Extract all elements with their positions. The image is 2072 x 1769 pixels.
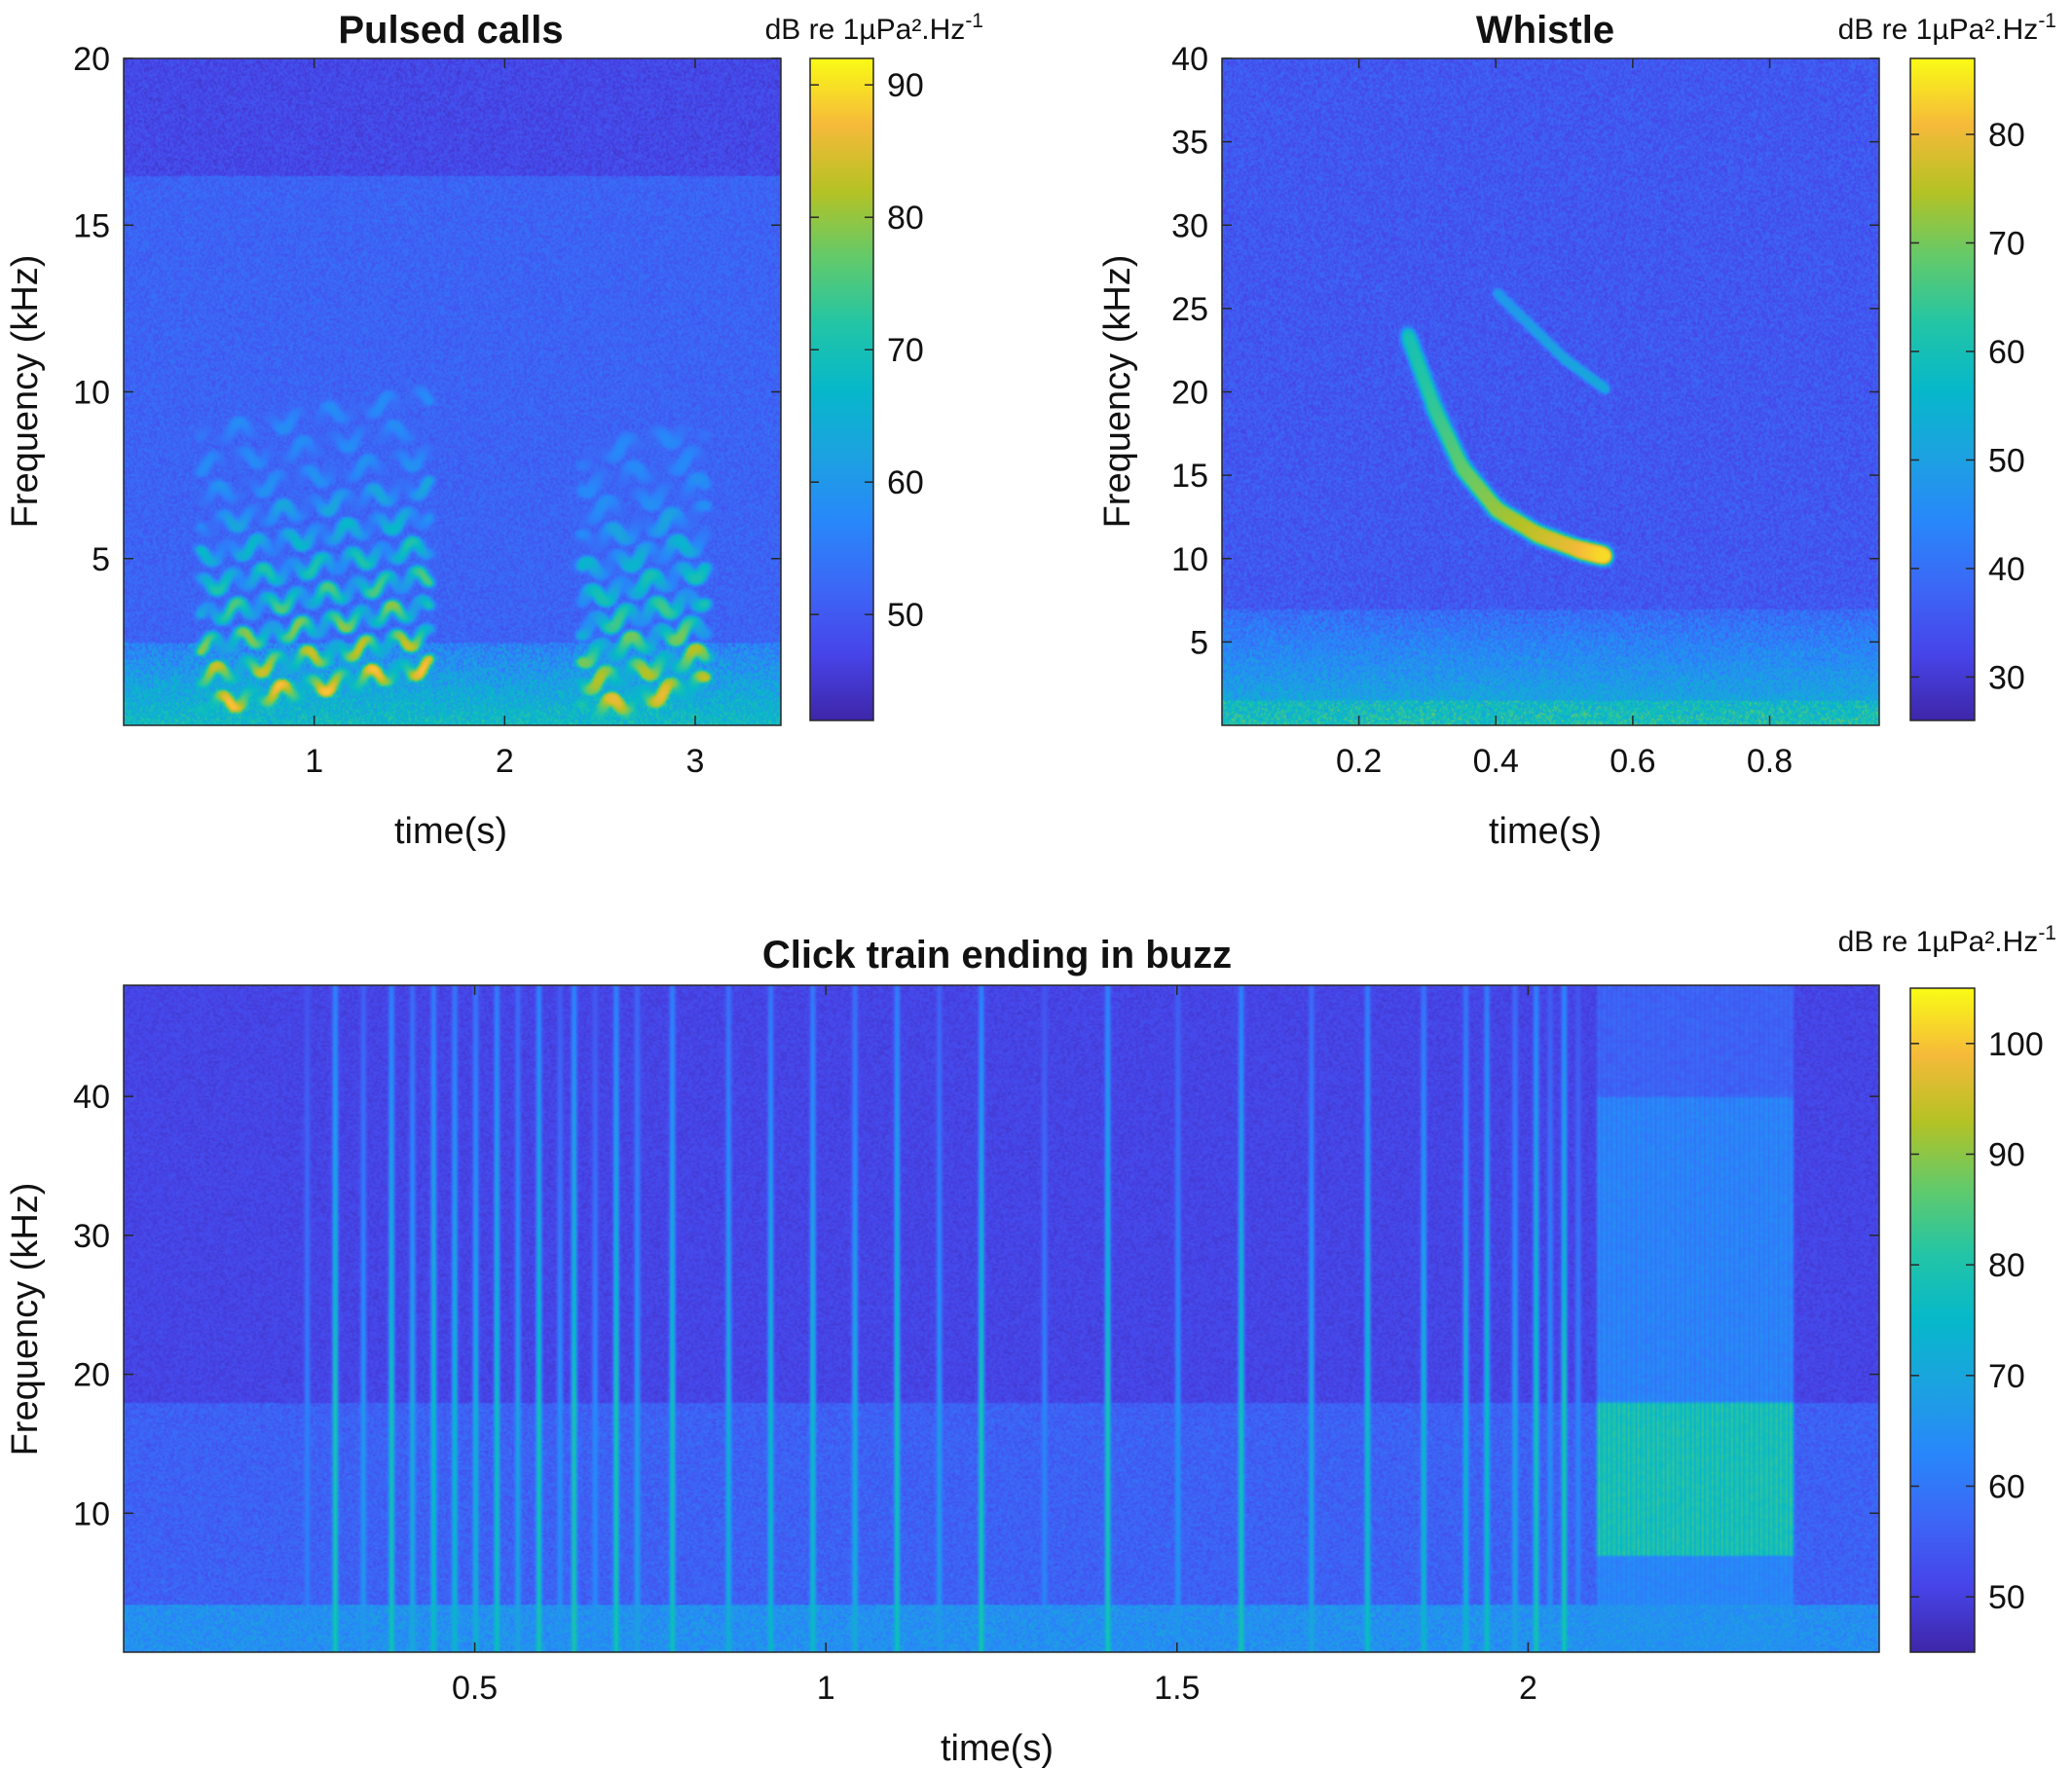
x-axis-label: time(s) [1489, 811, 1602, 852]
y-axis-label: Frequency (kHz) [1097, 255, 1138, 529]
y-tick-label: 40 [1171, 41, 1208, 78]
x-tick-label: 0.8 [1747, 743, 1793, 780]
x-tick-label: 0.4 [1473, 743, 1519, 780]
colorbar-tick-label: 60 [1988, 1469, 2025, 1506]
colorbar-label-main: dB re 1µPa².Hz [1838, 14, 2039, 46]
x-tick-label: 0.6 [1610, 743, 1655, 780]
colorbar-tick-label: 80 [887, 200, 924, 237]
panel-click-train: Click train ending in buzz 0.5 1 1.5 2 10 20… [5, 922, 2056, 1769]
y-tick-label: 25 [1171, 291, 1208, 328]
colorbar-label-main: dB re 1µPa².Hz [1838, 926, 2039, 958]
y-tick-label: 10 [73, 375, 110, 412]
colorbar-label: dB re 1µPa².Hz-1 [1838, 922, 2056, 958]
colorbar [1909, 987, 1976, 1653]
y-tick-label: 5 [1190, 624, 1208, 661]
y-ticks: 10 20 30 40 [73, 1079, 1879, 1532]
x-tick-label: 0.5 [452, 1670, 498, 1707]
x-axis-label: time(s) [941, 1728, 1054, 1769]
chart-title: Whistle [1476, 9, 1614, 52]
colorbar-tick-label: 70 [887, 332, 924, 369]
panel-pulsed-calls: Pulsed calls 1 2 3 5 10 15 20 time(s) Frequen… [5, 9, 983, 852]
x-tick-label: 0.2 [1336, 743, 1382, 780]
y-axis-label: Frequency (kHz) [5, 1183, 46, 1456]
colorbar-tick-label: 80 [1988, 117, 2025, 154]
colorbar-label-main: dB re 1µPa².Hz [765, 14, 966, 46]
colorbar-tick-label: 90 [887, 67, 924, 104]
colorbar [809, 57, 874, 721]
spectrogram-image [1222, 58, 1879, 725]
colorbar-tick-label: 50 [1988, 442, 2025, 479]
colorbar-label: dB re 1µPa².Hz-1 [765, 10, 983, 46]
x-tick-label: 1.5 [1154, 1670, 1200, 1707]
spectrogram-image [124, 58, 781, 725]
colorbar-tick-label: 70 [1988, 1358, 2025, 1395]
x-tick-label: 2 [496, 743, 514, 780]
y-tick-label: 35 [1171, 125, 1208, 162]
x-ticks: 0.2 0.4 0.6 0.8 [1336, 58, 1793, 780]
y-tick-label: 15 [1171, 458, 1208, 495]
y-tick-label: 30 [73, 1218, 110, 1255]
colorbar-tick-label: 90 [1988, 1137, 2025, 1174]
y-tick-label: 10 [73, 1495, 110, 1532]
colorbar-label: dB re 1µPa².Hz-1 [1838, 10, 2056, 46]
x-tick-label: 1 [305, 743, 323, 780]
y-ticks: 5 10 15 20 [73, 41, 781, 578]
chart-title: Pulsed calls [338, 9, 563, 52]
colorbar-ticks: 30 40 50 60 70 80 [1910, 117, 2025, 696]
x-tick-label: 1 [817, 1670, 835, 1707]
y-tick-label: 20 [73, 41, 110, 78]
x-tick-label: 2 [1519, 1670, 1537, 1707]
colorbar-label-exp: -1 [2038, 922, 2056, 944]
spectrogram-image [124, 985, 1879, 1652]
colorbar-tick-label: 40 [1988, 551, 2025, 588]
panel-whistle: Whistle 0.2 0.4 0.6 0.8 5 10 15 20 25 30 35 40 tim… [1097, 9, 2056, 852]
colorbar [1909, 57, 1976, 721]
colorbar-label-exp: -1 [965, 10, 983, 32]
colorbar-tick-label: 60 [1988, 334, 2025, 371]
colorbar-tick-label: 100 [1988, 1026, 2044, 1063]
chart-title: Click train ending in buzz [762, 934, 1232, 977]
x-axis-label: time(s) [394, 811, 507, 852]
y-axis-label: Frequency (kHz) [5, 255, 46, 529]
y-tick-label: 30 [1171, 207, 1208, 244]
colorbar-tick-label: 50 [887, 597, 924, 634]
x-tick-label: 3 [685, 743, 704, 780]
colorbar-tick-label: 50 [1988, 1579, 2025, 1616]
plot-frame [123, 984, 1880, 1653]
x-ticks: 1 2 3 [305, 58, 704, 780]
y-tick-label: 40 [73, 1079, 110, 1116]
colorbar-tick-label: 80 [1988, 1247, 2025, 1284]
colorbar-tick-label: 60 [887, 464, 924, 501]
colorbar-tick-label: 30 [1988, 659, 2025, 696]
colorbar-label-exp: -1 [2038, 10, 2056, 32]
colorbar-ticks: 50 60 70 80 90 [810, 67, 924, 634]
y-tick-label: 10 [1171, 541, 1208, 578]
y-tick-label: 20 [73, 1357, 110, 1394]
y-tick-label: 20 [1171, 375, 1208, 412]
y-tick-label: 5 [92, 541, 110, 578]
colorbar-tick-label: 70 [1988, 226, 2025, 263]
x-ticks: 0.5 1 1.5 2 [452, 985, 1537, 1707]
y-tick-label: 15 [73, 207, 110, 244]
y-ticks: 5 10 15 20 25 30 35 40 [1171, 41, 1879, 661]
colorbar-ticks: 50 60 70 80 90 100 [1910, 1026, 2044, 1616]
